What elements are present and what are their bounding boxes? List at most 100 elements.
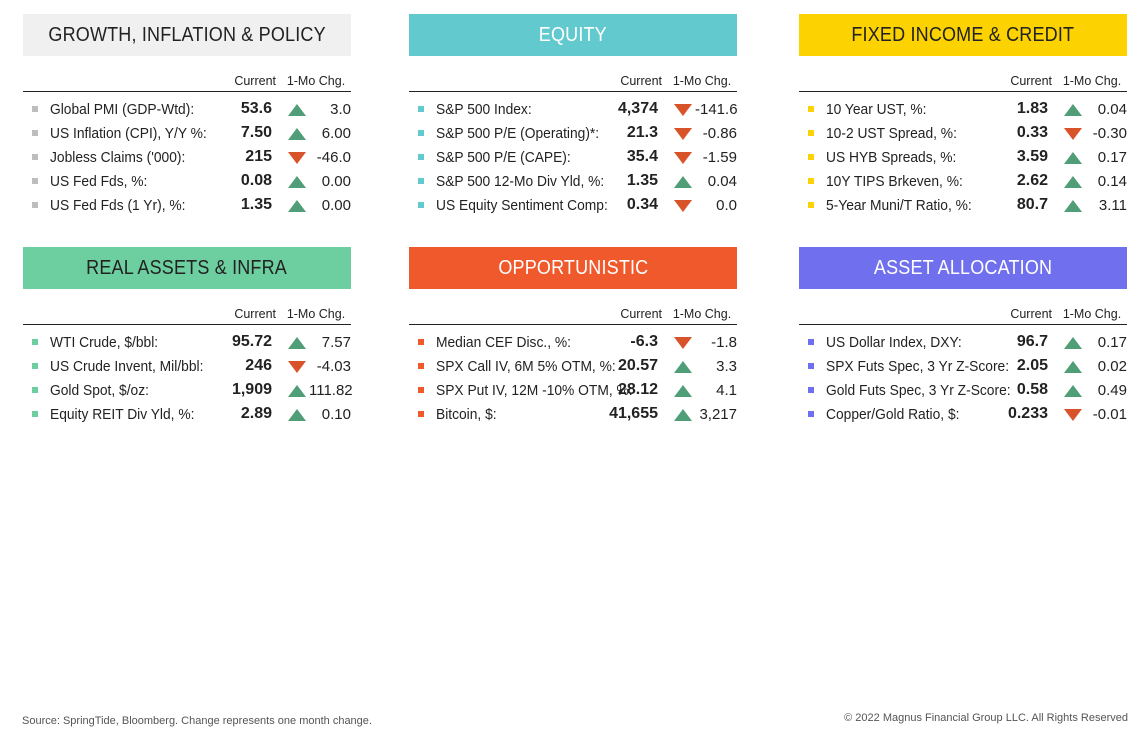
metric-row: US Dollar Index, DXY: 96.7 0.17 — [799, 331, 1127, 355]
metric-current-value: -6.3 — [630, 333, 658, 350]
metric-list: 10 Year UST, %: 1.83 0.04 10-2 UST Spread, … — [799, 98, 1127, 218]
triangle-down-icon — [674, 152, 692, 164]
metric-current-value: 53.6 — [240, 100, 272, 117]
panel-title-text: FIXED INCOME & CREDIT — [851, 24, 1075, 46]
panel-equity: EQUITY Current 1-Mo Chg. S&P 500 Index: 4,37… — [409, 14, 738, 218]
metric-change-value: -1.8 — [711, 334, 737, 351]
bullet-icon — [808, 106, 814, 112]
metric-row: SPX Call IV, 6M 5% OTM, %: 20.57 3.3 — [409, 355, 737, 379]
metric-label: 10-2 UST Spread, %: — [826, 125, 957, 142]
bullet-icon — [32, 339, 38, 345]
column-change-label: 1-Mo Chg. — [1062, 307, 1122, 321]
panel-title-text: EQUITY — [538, 24, 608, 46]
metric-row: Equity REIT Div Yld, %: 2.89 0.10 — [23, 403, 351, 427]
metric-change-value: 0.00 — [321, 197, 351, 214]
column-header: Current 1-Mo Chg. — [799, 302, 1127, 325]
metric-list: Median CEF Disc., %: -6.3 -1.8 SPX Call IV,… — [409, 331, 737, 427]
column-change-label: 1-Mo Chg. — [672, 307, 732, 321]
triangle-down-icon — [288, 361, 306, 373]
metric-current-value: 0.233 — [1007, 405, 1048, 422]
metric-row: Median CEF Disc., %: -6.3 -1.8 — [409, 331, 737, 355]
column-current-label: Current — [1010, 307, 1052, 321]
metric-label: SPX Put IV, 12M -10% OTM, %: — [436, 382, 633, 399]
column-change-label: 1-Mo Chg. — [1062, 74, 1122, 88]
triangle-up-icon — [288, 176, 306, 188]
metric-change-value: 0.14 — [1097, 173, 1127, 190]
metric-row: Copper/Gold Ratio, $: 0.233 -0.01 — [799, 403, 1127, 427]
bullet-icon — [32, 106, 38, 112]
metric-label: Global PMI (GDP-Wtd): — [50, 101, 195, 118]
metric-current-value: 35.4 — [626, 148, 658, 165]
metric-change-value: 0.49 — [1097, 382, 1127, 399]
metric-label: Bitcoin, $: — [436, 406, 497, 423]
bullet-icon — [418, 339, 424, 345]
metric-label: SPX Call IV, 6M 5% OTM, %: — [436, 358, 616, 375]
triangle-up-icon — [674, 176, 692, 188]
metric-change-value: 0.17 — [1097, 149, 1127, 166]
metric-label: US Equity Sentiment Comp: — [436, 197, 608, 214]
metric-change-value: 7.57 — [321, 334, 351, 351]
triangle-up-icon — [288, 337, 306, 349]
bullet-icon — [418, 178, 424, 184]
bullet-icon — [418, 202, 424, 208]
metric-change-value: 0.02 — [1097, 358, 1127, 375]
bullet-icon — [808, 363, 814, 369]
panel-opportunistic: OPPORTUNISTIC Current 1-Mo Chg. Median CEF … — [409, 247, 737, 427]
metric-current-value: 21.3 — [626, 124, 658, 141]
bullet-icon — [32, 202, 38, 208]
panel-title: EQUITY — [409, 14, 737, 56]
metric-label: US HYB Spreads, %: — [826, 149, 957, 166]
metric-label: SPX Futs Spec, 3 Yr Z-Score: — [826, 358, 1010, 375]
bullet-icon — [418, 106, 424, 112]
triangle-up-icon — [1064, 337, 1082, 349]
triangle-up-icon — [288, 385, 306, 397]
triangle-up-icon — [674, 409, 692, 421]
metric-label: Jobless Claims ('000): — [50, 149, 186, 166]
triangle-down-icon — [1064, 409, 1082, 421]
metric-current-value: 1.35 — [626, 172, 658, 189]
metric-current-value: 2.05 — [1016, 357, 1048, 374]
metric-change-value: 0.00 — [321, 173, 351, 190]
triangle-up-icon — [1064, 152, 1082, 164]
panel-title-text: ASSET ALLOCATION — [873, 257, 1053, 279]
metric-change-value: -0.30 — [1092, 125, 1127, 142]
column-change-label: 1-Mo Chg. — [286, 307, 346, 321]
metric-row: Gold Spot, $/oz: 1,909 111.82 — [23, 379, 353, 403]
metric-change-value: 3.11 — [1098, 197, 1127, 214]
metric-change-value: -0.86 — [702, 125, 737, 142]
panel-title-text: GROWTH, INFLATION & POLICY — [48, 24, 326, 46]
triangle-up-icon — [1064, 385, 1082, 397]
bullet-icon — [32, 387, 38, 393]
metric-row: Gold Futs Spec, 3 Yr Z-Score: 0.58 0.49 — [799, 379, 1127, 403]
copyright: © 2022 Magnus Financial Group LLC. All R… — [844, 712, 1128, 724]
bullet-icon — [418, 154, 424, 160]
metric-change-value: 0.0 — [716, 197, 737, 214]
metric-label: US Crude Invent, Mil/bbl: — [50, 358, 204, 375]
metric-row: US Fed Fds (1 Yr), %: 1.35 0.00 — [23, 194, 351, 218]
metric-label: US Fed Fds, %: — [50, 173, 148, 190]
metric-label: US Fed Fds (1 Yr), %: — [50, 197, 186, 214]
metric-label: Copper/Gold Ratio, $: — [826, 406, 960, 423]
metric-row: S&P 500 P/E (CAPE): 35.4 -1.59 — [409, 146, 737, 170]
metric-row: SPX Put IV, 12M -10% OTM, %: 28.12 4.1 — [409, 379, 737, 403]
bullet-icon — [808, 411, 814, 417]
metric-current-value: 215 — [245, 148, 272, 165]
column-header: Current 1-Mo Chg. — [23, 69, 351, 92]
metric-row: S&P 500 P/E (Operating)*: 21.3 -0.86 — [409, 122, 737, 146]
metric-change-value: 6.00 — [321, 125, 351, 142]
metric-label: Gold Futs Spec, 3 Yr Z-Score: — [826, 382, 1011, 399]
triangle-up-icon — [674, 385, 692, 397]
metric-change-value: -141.6 — [695, 101, 738, 118]
metric-current-value: 0.58 — [1016, 381, 1048, 398]
metric-current-value: 80.7 — [1016, 196, 1048, 213]
column-current-label: Current — [1010, 74, 1052, 88]
bullet-icon — [808, 154, 814, 160]
metric-change-value: 0.10 — [321, 406, 351, 423]
metric-change-value: 111.82 — [309, 382, 353, 399]
metric-label: 10 Year UST, %: — [826, 101, 927, 118]
triangle-up-icon — [674, 361, 692, 373]
metric-change-value: 3,217 — [699, 406, 737, 423]
metric-current-value: 246 — [245, 357, 272, 374]
metric-label: 10Y TIPS Brkeven, %: — [826, 173, 963, 190]
metric-current-value: 41,655 — [609, 405, 658, 422]
